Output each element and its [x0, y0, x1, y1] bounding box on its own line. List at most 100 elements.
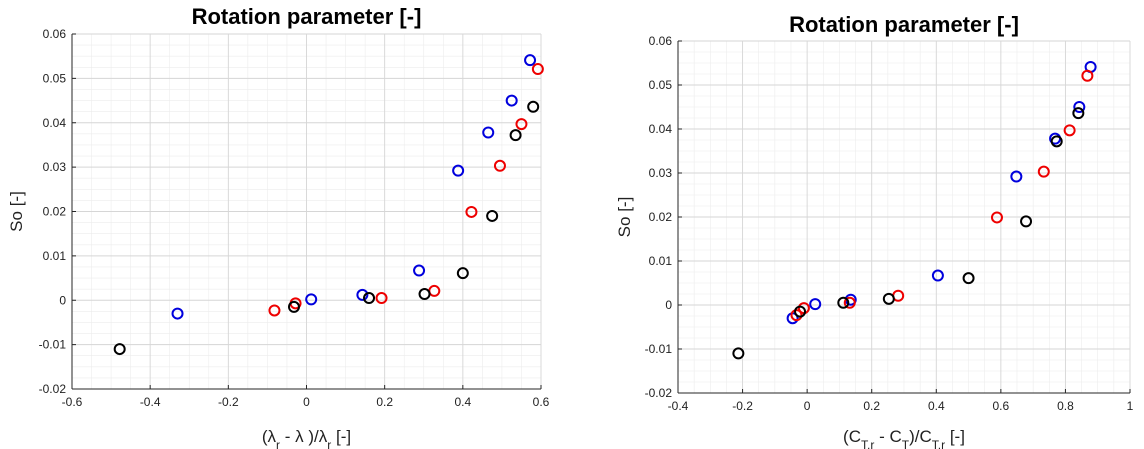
data-point — [1073, 101, 1086, 113]
x-label-part: λ — [319, 427, 328, 446]
x-label-part: (C — [843, 427, 861, 446]
data-point — [375, 292, 388, 305]
x-tick-label: 0.8 — [1057, 399, 1074, 413]
y-tick-label: 0.03 — [649, 166, 673, 180]
data-point — [456, 267, 469, 280]
data-point — [527, 100, 540, 113]
x-tick-label: -0.2 — [732, 399, 753, 413]
data-point — [482, 126, 495, 139]
y-tick-label: -0.02 — [39, 382, 67, 396]
x-tick-label: -0.6 — [62, 395, 83, 409]
x-tick-label: 0.4 — [454, 395, 471, 409]
x-tick-label: 0.2 — [863, 399, 880, 413]
y-tick-label: -0.02 — [645, 386, 673, 400]
x-tick-label: 0.2 — [376, 395, 393, 409]
x-axis-label: (λr - λ )/λr [-] — [262, 427, 351, 449]
data-point — [1020, 215, 1033, 228]
data-point — [843, 296, 856, 309]
data-point — [931, 269, 944, 282]
x-label-subscript: T,r — [932, 438, 945, 449]
series-3 — [113, 100, 540, 356]
data-point — [1050, 135, 1063, 148]
chart-title: Rotation parameter [-] — [789, 12, 1019, 37]
data-point — [113, 343, 126, 356]
data-point — [356, 288, 369, 301]
data-point — [794, 305, 807, 318]
x-label-subscript: r — [327, 438, 331, 449]
data-point — [524, 54, 537, 67]
x-tick-label: 0 — [303, 395, 310, 409]
x-tick-label: -0.2 — [218, 395, 239, 409]
y-tick-label: 0.02 — [43, 205, 67, 219]
data-point — [837, 296, 850, 309]
data-point — [363, 292, 376, 305]
y-tick-label: 0.05 — [43, 71, 67, 85]
x-label-part: - λ )/ — [280, 427, 319, 446]
x-tick-label: 0.4 — [928, 399, 945, 413]
data-point — [171, 307, 184, 320]
data-point — [493, 159, 506, 172]
x-label-subscript: r — [276, 438, 280, 449]
x-label-part: [-] — [331, 427, 351, 446]
x-label-subscript: T,r — [861, 438, 874, 449]
data-point — [418, 288, 431, 301]
data-point — [268, 304, 281, 317]
data-point — [465, 205, 478, 218]
y-tick-label: 0.04 — [649, 122, 673, 136]
y-tick-label: -0.01 — [39, 338, 67, 352]
data-point — [1037, 165, 1050, 178]
x-tick-label: 0.6 — [993, 399, 1010, 413]
y-tick-label: -0.01 — [645, 342, 673, 356]
x-tick-label: 0 — [804, 399, 811, 413]
x-label-part: ( — [262, 427, 268, 446]
y-tick-label: 0 — [665, 298, 672, 312]
data-point — [1010, 170, 1023, 183]
y-axis-label: So [-] — [7, 191, 26, 232]
data-point — [990, 211, 1003, 224]
x-tick-label: -0.4 — [668, 399, 689, 413]
y-axis-label: So [-] — [615, 197, 634, 238]
x-label-subscript: T — [902, 438, 910, 449]
data-point — [486, 209, 499, 222]
y-tick-label: 0.01 — [43, 249, 67, 263]
x-label-part: )/C — [909, 427, 932, 446]
data-point — [287, 300, 300, 313]
data-point — [515, 118, 528, 131]
data-point — [305, 293, 318, 306]
data-point — [790, 309, 803, 322]
data-point — [732, 347, 745, 360]
data-point — [505, 94, 518, 107]
x-tick-label: -0.4 — [140, 395, 161, 409]
data-point — [413, 264, 426, 277]
y-tick-label: 0.04 — [43, 116, 67, 130]
x-axis-label: (CT,r - CT)/CT,r [-] — [843, 427, 965, 449]
data-point — [1072, 107, 1085, 120]
y-tick-label: 0.03 — [43, 160, 67, 174]
data-point — [882, 292, 895, 305]
series-2 — [790, 69, 1094, 322]
y-tick-label: 0 — [59, 293, 66, 307]
y-tick-label: 0.05 — [649, 78, 673, 92]
series-1 — [171, 54, 537, 320]
series-2 — [268, 63, 544, 317]
y-tick-label: 0.02 — [649, 210, 673, 224]
x-tick-label: 1 — [1127, 399, 1134, 413]
y-tick-label: 0.01 — [649, 254, 673, 268]
data-point — [962, 272, 975, 285]
data-point — [1081, 69, 1094, 82]
x-label-part: λ — [268, 427, 277, 446]
data-point — [531, 63, 544, 76]
chart-2: -0.4 -0.2 0 0.2 0.4 0.6 0.8 1 -0.02 -0.01 0 0.01 0.0… — [615, 12, 1134, 449]
y-tick-label: 0.06 — [43, 27, 67, 41]
data-point — [509, 129, 522, 142]
x-label-part: - C — [874, 427, 901, 446]
y-tick-label: 0.06 — [649, 34, 673, 48]
data-point — [809, 298, 822, 311]
x-label-part: [-] — [945, 427, 965, 446]
x-tick-label: 0.6 — [533, 395, 550, 409]
chart-title: Rotation parameter [-] — [192, 4, 422, 29]
chart-1: -0.6 -0.4 -0.2 0 0.2 0.4 0.6 -0.02 -0.01 0 0.01 0.0… — [7, 4, 550, 449]
data-point — [1063, 124, 1076, 137]
data-point — [452, 164, 465, 177]
